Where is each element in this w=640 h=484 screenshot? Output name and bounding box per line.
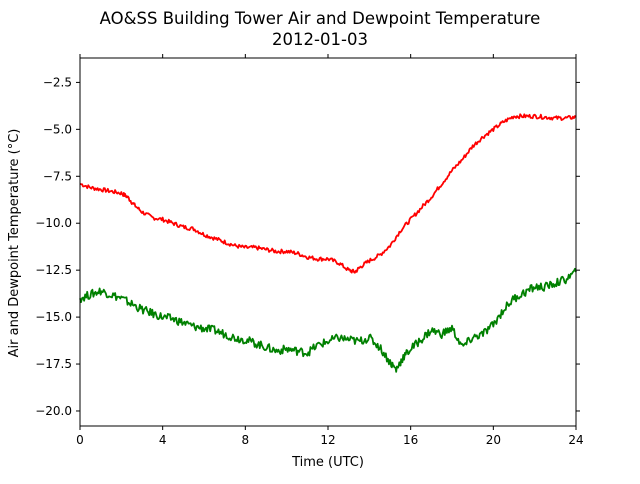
x-tick-label: 24 (568, 433, 583, 447)
x-tick-label: 4 (159, 433, 167, 447)
chart-title: AO&SS Building Tower Air and Dewpoint Te… (100, 9, 541, 28)
x-tick-label: 20 (486, 433, 501, 447)
y-tick-label: −15.0 (35, 310, 72, 324)
x-axis-label: Time (UTC) (291, 455, 364, 470)
x-tick-label: 8 (242, 433, 250, 447)
series-line-2 (79, 267, 577, 373)
y-axis-label: Air and Dewpoint Temperature (°C) (7, 129, 22, 358)
y-tick-label: −12.5 (35, 263, 72, 277)
y-tick-label: −2.5 (43, 75, 72, 89)
x-tick-label: 16 (403, 433, 418, 447)
y-tick-label: −7.5 (43, 169, 72, 183)
chart-subtitle: 2012-01-03 (272, 30, 368, 49)
y-tick-label: −10.0 (35, 216, 72, 230)
y-tick-label: −17.5 (35, 357, 72, 371)
x-tick-label: 12 (320, 433, 335, 447)
series-line-1 (79, 113, 577, 274)
x-tick-label: 0 (76, 433, 84, 447)
y-tick-label: −5.0 (43, 122, 72, 136)
y-tick-label: −20.0 (35, 404, 72, 418)
